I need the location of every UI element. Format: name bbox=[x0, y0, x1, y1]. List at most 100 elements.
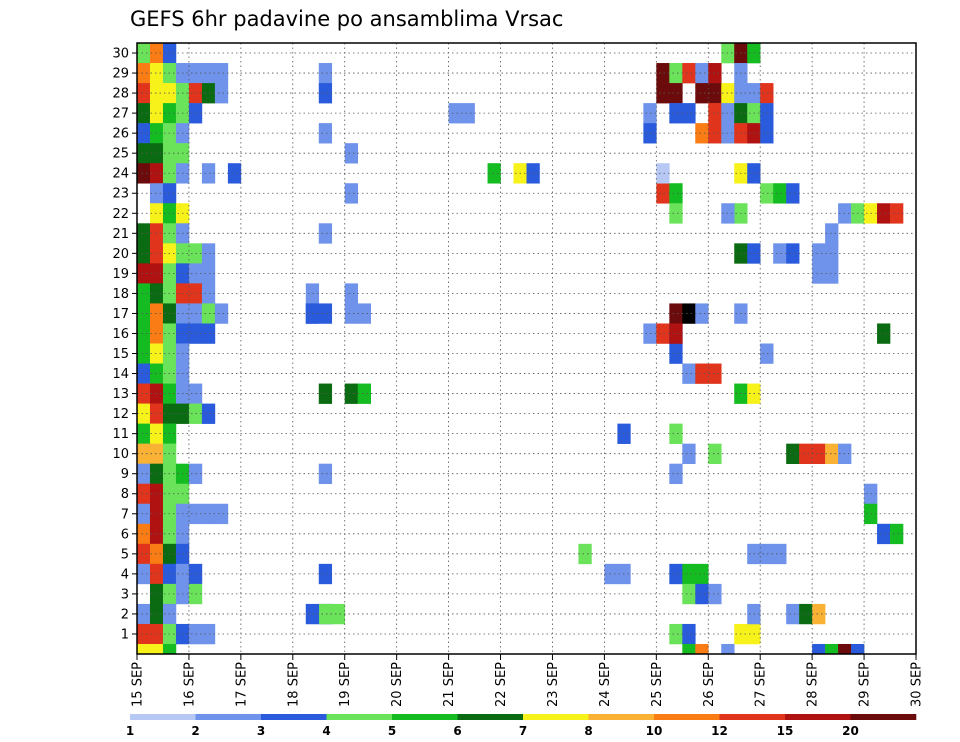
heatmap-cell bbox=[137, 223, 151, 244]
heatmap-cell bbox=[682, 643, 696, 655]
heatmap-cell bbox=[318, 303, 333, 324]
heatmap-cell bbox=[137, 303, 151, 324]
colorbar-label: 12 bbox=[711, 724, 728, 738]
x-tick-label: 23 SEP bbox=[546, 662, 561, 707]
x-tick-label: 19 SEP bbox=[338, 662, 353, 707]
heatmap-cell bbox=[331, 603, 346, 625]
x-tick-label: 15 SEP bbox=[131, 662, 146, 707]
heatmap-cell bbox=[318, 63, 333, 84]
heatmap-cell bbox=[890, 203, 904, 224]
colorbar-swatch bbox=[261, 714, 327, 720]
x-tick-label: 17 SEP bbox=[234, 662, 249, 707]
y-tick-label: 23 bbox=[112, 187, 129, 202]
heatmap-cell bbox=[214, 83, 229, 104]
colorbar-label: 6 bbox=[453, 724, 461, 738]
heatmap-cell bbox=[149, 643, 164, 655]
heatmap-cell bbox=[812, 243, 826, 264]
heatmap-cell bbox=[708, 443, 722, 464]
heatmap-cell bbox=[318, 223, 333, 244]
colorbar-swatch bbox=[850, 714, 917, 720]
heatmap-cell bbox=[137, 283, 151, 304]
heatmap-cell bbox=[643, 323, 657, 344]
heatmap-cell bbox=[812, 263, 826, 284]
heatmap-cell bbox=[786, 243, 800, 264]
y-tick-label: 9 bbox=[121, 467, 129, 482]
heatmap-cell bbox=[137, 463, 151, 485]
heatmap-cell bbox=[643, 123, 657, 144]
heatmap-cell bbox=[214, 303, 229, 324]
heatmap-cell bbox=[149, 43, 164, 64]
colorbar-swatch bbox=[326, 714, 393, 720]
heatmap-cell bbox=[760, 343, 774, 364]
heatmap-cell bbox=[604, 563, 618, 585]
heatmap-cell bbox=[708, 103, 722, 124]
heatmap-cell bbox=[149, 123, 164, 144]
heatmap-cell bbox=[760, 543, 774, 565]
heatmap-cell bbox=[149, 183, 164, 204]
y-tick-label: 29 bbox=[112, 67, 129, 82]
colorbar: 1 2 3 4 5 6 7 8 10 12 15 20 bbox=[126, 714, 917, 738]
colorbar-swatch bbox=[130, 714, 196, 720]
heatmap-cell bbox=[682, 363, 696, 384]
heatmap-cell bbox=[214, 503, 229, 525]
heatmap-cell bbox=[149, 383, 164, 404]
heatmap-cell bbox=[149, 543, 164, 565]
heatmap-cell bbox=[760, 83, 774, 104]
y-tick-label: 2 bbox=[121, 607, 129, 622]
heatmap-cell bbox=[137, 103, 151, 124]
heatmap-cell bbox=[695, 563, 709, 585]
heatmap-cell bbox=[149, 443, 164, 464]
heatmap-cell bbox=[149, 103, 164, 124]
heatmap-cell bbox=[669, 623, 683, 645]
heatmap-cell bbox=[149, 563, 164, 585]
heatmap-cell bbox=[137, 163, 151, 184]
y-tick-label: 16 bbox=[112, 327, 129, 342]
colorbar-label: 20 bbox=[842, 724, 859, 738]
heatmap-cell bbox=[137, 623, 151, 645]
heatmap-cell bbox=[695, 363, 709, 384]
heatmap-cell bbox=[214, 63, 229, 84]
y-tick-label: 1 bbox=[121, 627, 129, 642]
heatmap-cell bbox=[305, 303, 320, 324]
y-tick-label: 17 bbox=[112, 307, 129, 322]
heatmap-cell bbox=[786, 183, 800, 204]
x-tick-label: 28 SEP bbox=[806, 662, 821, 707]
heatmap-cell bbox=[825, 263, 839, 284]
heatmap-cell bbox=[149, 343, 164, 364]
heatmap-cell bbox=[643, 103, 657, 124]
heatmap-cell bbox=[137, 643, 151, 655]
heatmap-cell bbox=[656, 163, 670, 184]
heatmap-cell bbox=[201, 323, 216, 344]
heatmap-cell bbox=[812, 603, 826, 625]
heatmap-cell bbox=[149, 403, 164, 424]
heatmap-cell bbox=[201, 503, 216, 525]
heatmap-cell bbox=[786, 443, 800, 464]
heatmap-cell bbox=[149, 303, 164, 324]
x-tick-label: 24 SEP bbox=[598, 662, 613, 707]
colorbar-swatch bbox=[195, 714, 262, 720]
heatmap-cell bbox=[812, 443, 826, 464]
heatmap-cell bbox=[137, 503, 151, 525]
y-tick-label: 15 bbox=[112, 347, 129, 362]
heatmap-cell bbox=[201, 63, 216, 84]
heatmap-cell bbox=[149, 263, 164, 284]
heatmap-cell bbox=[760, 123, 774, 144]
colorbar-label: 4 bbox=[322, 724, 330, 738]
heatmap-cell bbox=[695, 303, 709, 324]
colorbar-swatch bbox=[523, 714, 589, 720]
y-tick-label: 6 bbox=[121, 527, 129, 542]
y-tick-label: 4 bbox=[121, 567, 129, 582]
heatmap-cell bbox=[669, 63, 683, 84]
heatmap-cell bbox=[877, 523, 891, 545]
y-tick-label: 21 bbox=[112, 227, 129, 242]
heatmap-cell bbox=[760, 103, 774, 124]
heatmap-cell bbox=[682, 63, 696, 84]
y-tick-label: 12 bbox=[112, 407, 129, 422]
heatmap-cell bbox=[149, 623, 164, 645]
heatmap-cell bbox=[149, 603, 164, 625]
plot-frame bbox=[136, 42, 917, 655]
heatmap-cell bbox=[149, 243, 164, 264]
heatmap-cell bbox=[721, 643, 735, 655]
heatmap-cell bbox=[799, 443, 813, 464]
